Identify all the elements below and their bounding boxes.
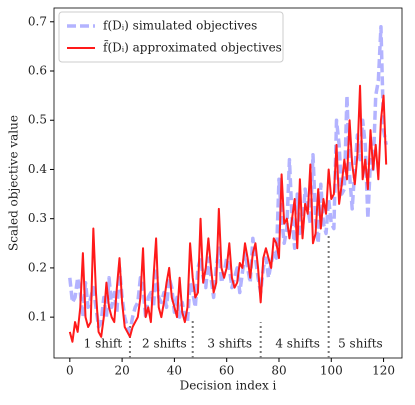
x-tick-label: 80 bbox=[271, 364, 286, 378]
y-tick-label: 0.7 bbox=[28, 14, 47, 28]
y-axis-label: Scaled objective value bbox=[7, 115, 21, 251]
y-tick-label: 0.6 bbox=[28, 64, 47, 78]
legend-label: f(Dᵢ) simulated objectives bbox=[103, 19, 257, 33]
legend-label: f̃(Dᵢ) approximated objectives bbox=[103, 39, 282, 55]
annotation: 3 shifts bbox=[207, 337, 252, 351]
x-tick-label: 60 bbox=[219, 364, 234, 378]
plot-frame bbox=[53, 7, 403, 359]
x-tick-label: 100 bbox=[320, 364, 343, 378]
x-tick-label: 120 bbox=[372, 364, 395, 378]
x-tick-label: 40 bbox=[167, 364, 182, 378]
y-tick-label: 0.4 bbox=[28, 162, 47, 176]
y-tick-label: 0.1 bbox=[28, 310, 47, 324]
x-tick-label: 20 bbox=[114, 364, 129, 378]
annotation: 4 shifts bbox=[275, 337, 320, 351]
annotation: 2 shifts bbox=[142, 337, 187, 351]
y-tick-label: 0.3 bbox=[28, 211, 47, 225]
annotation: 5 shifts bbox=[338, 337, 383, 351]
y-tick-label: 0.5 bbox=[28, 113, 47, 127]
y-tick-label: 0.2 bbox=[28, 260, 47, 274]
legend-box bbox=[58, 11, 284, 63]
x-tick-label: 0 bbox=[66, 364, 74, 378]
x-axis-label: Decision index i bbox=[180, 379, 277, 393]
annotation: 1 shift bbox=[84, 337, 123, 351]
series-line bbox=[68, 84, 388, 343]
